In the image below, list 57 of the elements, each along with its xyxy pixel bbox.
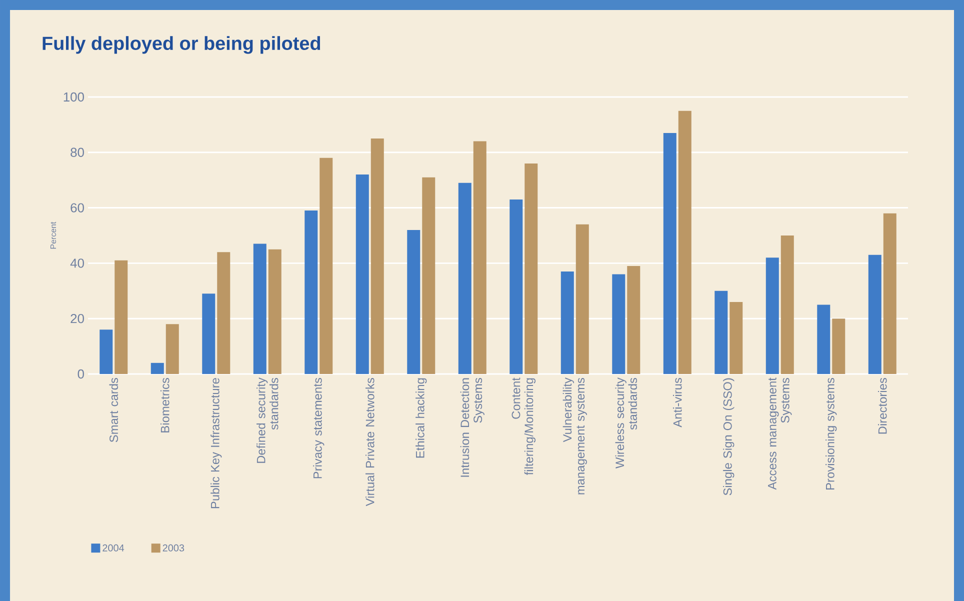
bar bbox=[780, 235, 794, 374]
x-tick-label: Intrusion Detection Systems bbox=[460, 378, 484, 477]
x-tick-label: Defined security standards bbox=[256, 378, 278, 463]
x-tick-label: Ethical hacking bbox=[416, 378, 427, 458]
bar bbox=[268, 249, 282, 374]
y-tick-label: 0 bbox=[78, 369, 84, 379]
legend-label: 2003 bbox=[162, 544, 184, 552]
bar bbox=[524, 163, 538, 374]
x-tick-label: Single Sign On (SSO) bbox=[723, 378, 734, 496]
bar bbox=[832, 318, 846, 374]
y-tick-label: 20 bbox=[70, 314, 84, 324]
bar bbox=[714, 290, 728, 374]
bar bbox=[678, 110, 692, 374]
x-tick-label: Provisioning systems bbox=[826, 378, 837, 490]
bar bbox=[253, 244, 266, 374]
bar bbox=[370, 138, 384, 374]
bar bbox=[458, 182, 472, 374]
bar bbox=[627, 266, 640, 374]
bar bbox=[817, 304, 830, 374]
bar bbox=[217, 252, 230, 374]
x-tick-label: Privacy statements bbox=[313, 378, 324, 478]
bar bbox=[730, 302, 743, 374]
y-tick-label: 40 bbox=[70, 258, 84, 268]
x-tick-label: Biometrics bbox=[160, 378, 170, 432]
bar bbox=[766, 258, 779, 374]
x-tick-label: Directories bbox=[878, 378, 887, 434]
x-tick-label: Anti-virus bbox=[673, 378, 682, 428]
bar bbox=[202, 294, 216, 374]
x-tick-label: Smart cards bbox=[109, 378, 118, 442]
bar bbox=[868, 254, 882, 374]
bar bbox=[612, 274, 626, 374]
x-tick-label: Vulnerability management systems bbox=[562, 378, 587, 494]
bar bbox=[510, 199, 523, 374]
bar bbox=[473, 141, 486, 374]
bar bbox=[166, 324, 179, 374]
x-tick-label: Public Key Infrastructure bbox=[210, 378, 222, 508]
x-tick-label: Virtual Private Networks bbox=[366, 378, 374, 506]
x-tick-label: Access management Systems bbox=[768, 378, 792, 490]
x-tick-label: Content filtering/Monitoring bbox=[512, 378, 536, 476]
bar bbox=[100, 330, 113, 374]
bar bbox=[304, 210, 318, 374]
bar bbox=[883, 213, 896, 374]
bar bbox=[407, 230, 420, 374]
chart-title: Fully deployed or being piloted bbox=[42, 36, 320, 54]
bar bbox=[422, 177, 436, 374]
legend-label: 2004 bbox=[102, 544, 124, 552]
bar bbox=[560, 271, 574, 374]
bar bbox=[114, 260, 128, 374]
bar bbox=[576, 224, 589, 374]
bar bbox=[356, 174, 369, 374]
y-tick-label: 80 bbox=[70, 148, 84, 157]
bar bbox=[663, 132, 676, 374]
x-tick-label: Wireless security standards bbox=[615, 378, 637, 468]
bar bbox=[150, 362, 164, 374]
y-tick-label: 100 bbox=[64, 92, 84, 102]
y-tick-label: 60 bbox=[70, 203, 84, 212]
bar bbox=[320, 158, 333, 374]
